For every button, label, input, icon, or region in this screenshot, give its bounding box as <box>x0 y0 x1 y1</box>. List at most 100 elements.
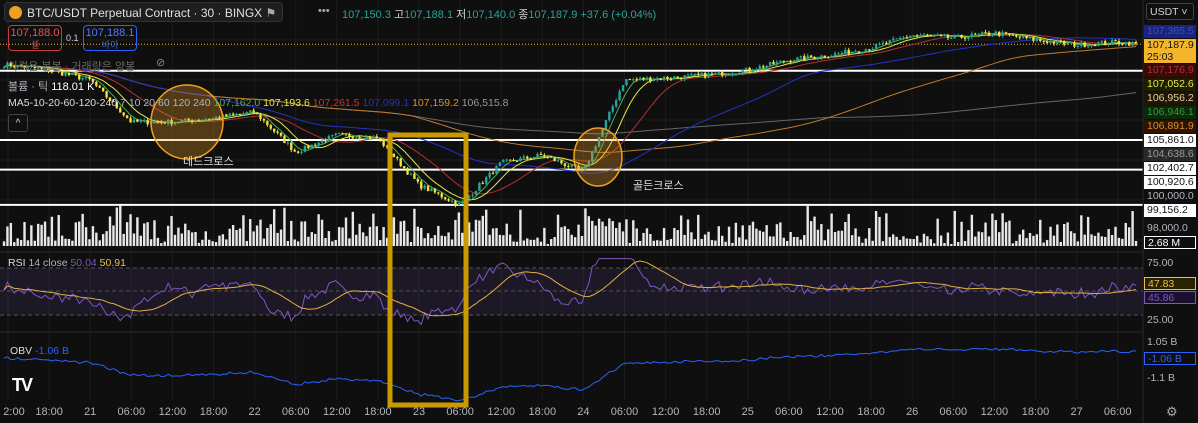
candle <box>840 53 844 55</box>
volume-bar <box>235 229 238 246</box>
time-tick: 18:00 <box>1021 406 1050 418</box>
volume-bar <box>1015 241 1018 246</box>
candle <box>727 74 731 76</box>
candle <box>108 97 112 102</box>
candle <box>1083 42 1086 48</box>
eye-hidden-icon[interactable]: ⊘ <box>156 57 166 69</box>
candle <box>95 82 98 86</box>
volume-bar <box>1066 222 1069 246</box>
candle <box>255 112 259 114</box>
volume-bar <box>225 239 228 246</box>
volume-bar <box>249 219 252 246</box>
volume-bar <box>833 232 837 246</box>
candle <box>649 77 652 82</box>
candle <box>799 56 803 58</box>
rsi-axis-label: 45.86 <box>1144 291 1196 304</box>
candle <box>878 43 881 45</box>
volume-bar <box>122 233 125 246</box>
candle <box>744 67 748 71</box>
collapse-legend-button[interactable]: ^ <box>8 114 28 132</box>
volume-bar <box>262 238 266 246</box>
volume-bar <box>765 225 768 246</box>
candle <box>190 120 194 122</box>
volume-bar <box>153 220 156 246</box>
buy-button[interactable]: 107,188.1 바이 <box>83 25 137 51</box>
volume-bar <box>991 213 994 246</box>
candle <box>960 34 963 38</box>
volume-bar <box>580 236 584 246</box>
candle <box>1011 34 1015 36</box>
candle <box>153 121 156 124</box>
volume-bar <box>686 219 690 246</box>
golden-cross-circle <box>573 127 623 187</box>
candle <box>23 66 26 68</box>
candle <box>105 91 108 98</box>
candle <box>19 64 23 67</box>
sell-button[interactable]: 107,188.0 셀 <box>8 25 62 51</box>
candle <box>772 62 775 65</box>
candle <box>1093 44 1097 47</box>
volume-bar <box>892 234 895 246</box>
candle <box>485 177 488 184</box>
candle <box>276 131 279 133</box>
volume-bar <box>402 220 406 246</box>
candle <box>488 172 491 178</box>
volume-bar <box>560 227 563 246</box>
settings-gear-icon[interactable]: ⚙ <box>1166 404 1178 419</box>
candle <box>1121 43 1124 45</box>
candle <box>963 37 967 39</box>
candle <box>40 67 43 69</box>
volume-bar <box>539 241 543 246</box>
candle <box>303 145 307 152</box>
volume-bar <box>703 234 707 246</box>
volume-bar <box>556 214 560 246</box>
candle <box>628 79 632 81</box>
volume-bar <box>252 231 255 246</box>
volume-bar <box>1001 213 1004 246</box>
candle <box>936 34 939 36</box>
volume-bar <box>272 209 276 246</box>
volume-bar <box>457 212 461 246</box>
volume-bar <box>628 242 632 246</box>
candle <box>580 169 584 171</box>
volume-bar <box>454 219 457 246</box>
candle <box>515 161 519 163</box>
volume-bar <box>823 240 826 246</box>
candle <box>806 55 809 60</box>
candle <box>895 38 898 40</box>
volume-bar <box>573 237 577 246</box>
candle <box>1066 42 1069 45</box>
candle <box>597 136 601 147</box>
candle <box>16 64 19 68</box>
volume-bar <box>348 238 351 246</box>
volume-bar <box>659 240 662 246</box>
volume-bar <box>16 238 19 246</box>
volume-bar <box>365 236 368 246</box>
tradingview-logo[interactable]: TV <box>12 375 33 395</box>
candle <box>235 113 238 115</box>
volume-bar <box>399 221 402 246</box>
volume-bar <box>420 227 423 246</box>
volume-bar <box>290 220 293 246</box>
volume-bar <box>850 235 854 246</box>
symbol-title[interactable]: BTC/USDT Perpetual Contract · 30 · BINGX… <box>4 2 284 22</box>
volume-bar <box>536 237 539 246</box>
volume-bar <box>6 226 9 246</box>
candle <box>611 106 614 112</box>
candle <box>837 53 840 55</box>
candle <box>139 120 142 122</box>
candle <box>47 67 50 72</box>
volume-bar <box>259 219 262 246</box>
more-icon[interactable]: ••• <box>318 5 330 17</box>
volume-bar <box>47 236 50 246</box>
volume-bar <box>970 214 974 246</box>
volume-bar <box>666 239 669 246</box>
flag-icon[interactable]: ⚑ <box>265 6 277 20</box>
candle <box>478 183 481 191</box>
candle <box>101 87 105 92</box>
currency-select[interactable]: USDT ˅ <box>1146 3 1194 20</box>
candle <box>177 122 180 124</box>
price-label: 105,861.0 <box>1144 134 1196 147</box>
candle <box>652 79 655 82</box>
